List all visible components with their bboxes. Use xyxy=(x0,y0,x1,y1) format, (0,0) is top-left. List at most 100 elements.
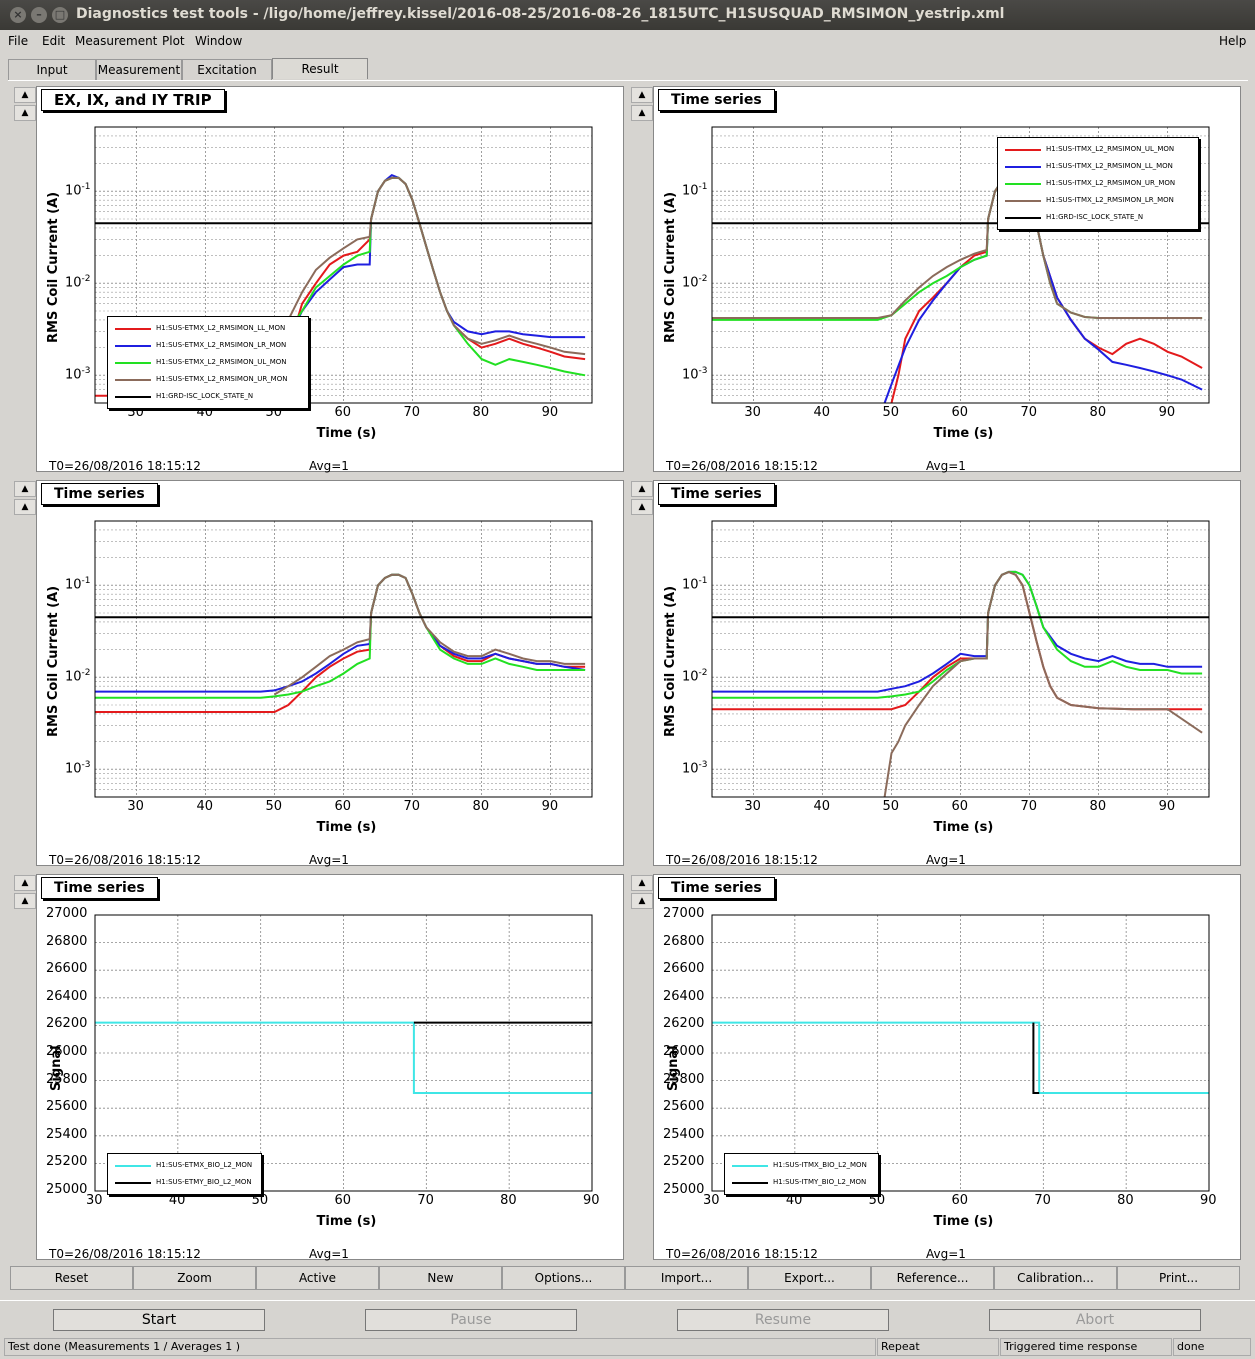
legend-swatch xyxy=(115,396,151,398)
tab-excitation[interactable]: Excitation xyxy=(182,59,272,80)
calibration-button[interactable]: Calibration... xyxy=(994,1266,1117,1290)
menu-edit[interactable]: Edit xyxy=(42,34,66,48)
new-button[interactable]: New xyxy=(379,1266,502,1290)
legend-label: H1:SUS-ITMX_L2_RMSIMON_UL_MON xyxy=(1046,145,1175,153)
x-tick-label: 30 xyxy=(744,799,761,814)
y-tick-label: 26800 xyxy=(663,933,705,949)
reset-button[interactable]: Reset xyxy=(10,1266,133,1290)
legend-swatch xyxy=(115,1182,151,1184)
menu-bar: File Edit Measurement Plot Window Help xyxy=(0,30,1255,54)
menu-help[interactable]: Help xyxy=(1219,34,1247,48)
plot-pad[interactable]: Time series 30 40 50 60 70 80 90 27000 26800 26600… xyxy=(653,874,1241,1261)
chart-svg xyxy=(711,520,1210,798)
legend-swatch xyxy=(732,1165,768,1167)
abort-button[interactable]: Abort xyxy=(989,1309,1201,1331)
maximize-icon[interactable]: □ xyxy=(52,7,68,23)
series-line xyxy=(712,570,1203,693)
chart-svg xyxy=(94,126,593,404)
menu-plot[interactable]: Plot xyxy=(162,34,185,48)
status-bar: Test done (Measurements 1 / Averages 1 )… xyxy=(0,1337,1255,1359)
tick-base: 10 xyxy=(65,183,82,199)
active-button[interactable]: Active xyxy=(256,1266,379,1290)
tab-result[interactable]: Result xyxy=(272,58,368,79)
x-tick-label: 90 xyxy=(1200,1193,1217,1208)
legend-label: H1:SUS-ETMX_L2_RMSIMON_UR_MON xyxy=(156,375,288,383)
pad-up-button[interactable]: ▲ xyxy=(631,481,653,497)
pad-up-button[interactable]: ▲ xyxy=(14,875,36,891)
tick-exponent: -1 xyxy=(81,576,91,587)
y-tick-label: 25800 xyxy=(46,1071,88,1087)
pad-up-button[interactable]: ▲ xyxy=(14,481,36,497)
zoom-button[interactable]: Zoom xyxy=(133,1266,256,1290)
series-line xyxy=(712,570,1203,699)
x-tick-label: 50 xyxy=(868,1193,886,1208)
x-axis-label: Time (s) xyxy=(316,1214,377,1229)
legend-entry: H1:SUS-ETMX_BIO_L2_MON xyxy=(108,1157,261,1174)
legend-label: H1:SUS-ETMX_L2_RMSIMON_LL_MON xyxy=(156,324,286,332)
x-axis-label: Time (s) xyxy=(933,820,994,835)
plot-pad[interactable]: EX, IX, and IY TRIP 30 40 50 60 70 80 90 10-1 10-… xyxy=(36,86,624,473)
print-button[interactable]: Print... xyxy=(1117,1266,1240,1290)
plot-pad[interactable]: Time series 30 40 50 60 70 80 90 10-1 10-2 10-3 Tim… xyxy=(653,86,1241,473)
export-button[interactable]: Export... xyxy=(748,1266,871,1290)
status-test-type: Triggered time response xyxy=(1000,1338,1172,1356)
pad-down-button[interactable]: ▲ xyxy=(631,499,653,515)
x-tick-label: 80 xyxy=(1089,405,1107,420)
plot-pad[interactable]: Time series 30 40 50 60 70 80 90 10-1 10-2 10-3 Tim… xyxy=(653,480,1241,1197)
y-tick-label: 27000 xyxy=(46,906,88,921)
pad-up-button[interactable]: ▲ xyxy=(631,87,653,103)
x-tick-label: 90 xyxy=(541,405,559,420)
plot-pad[interactable]: Time series 30 40 50 60 70 80 90 27000 26800 26600… xyxy=(36,874,624,1261)
legend-swatch xyxy=(115,362,151,364)
tick-exponent: -1 xyxy=(81,182,91,193)
tab-bar: Input Measurement Excitation Result xyxy=(8,58,1248,80)
y-tick-label: 25400 xyxy=(663,1126,705,1142)
reference-button[interactable]: Reference... xyxy=(871,1266,994,1290)
pad-down-button[interactable]: ▲ xyxy=(14,893,36,909)
import-button[interactable]: Import... xyxy=(625,1266,748,1290)
tab-measurement[interactable]: Measurement xyxy=(96,59,182,80)
pad-down-button[interactable]: ▲ xyxy=(14,499,36,515)
y-tick-label: 26000 xyxy=(663,1044,705,1059)
legend-label: H1:SUS-ETMX_BIO_L2_MON xyxy=(156,1161,253,1169)
options-button[interactable]: Options... xyxy=(502,1266,625,1290)
window-title: Diagnostics test tools - /ligo/home/jeff… xyxy=(76,6,1005,22)
menu-measurement[interactable]: Measurement xyxy=(75,34,158,48)
chart-svg xyxy=(94,520,593,798)
resume-button[interactable]: Resume xyxy=(677,1309,889,1331)
menu-file[interactable]: File xyxy=(8,34,29,48)
minimize-icon[interactable]: – xyxy=(31,7,47,23)
t0-label: T0=26/08/2016 18:15:12 xyxy=(666,853,818,867)
x-tick-label: 70 xyxy=(1020,799,1038,814)
close-icon[interactable]: × xyxy=(10,7,26,23)
tab-input[interactable]: Input xyxy=(8,59,96,80)
x-axis-label: Time (s) xyxy=(316,820,377,835)
pad-up-button[interactable]: ▲ xyxy=(14,87,36,103)
start-button[interactable]: Start xyxy=(53,1309,265,1331)
y-tick-label: 26400 xyxy=(46,988,88,1004)
legend-swatch xyxy=(732,1182,768,1184)
x-tick-label: 60 xyxy=(951,1193,969,1208)
pad-down-button[interactable]: ▲ xyxy=(14,105,36,121)
series-line xyxy=(273,573,586,696)
pause-button[interactable]: Pause xyxy=(365,1309,577,1331)
y-tick-label: 10-1 xyxy=(682,182,708,198)
series-line xyxy=(95,1021,592,1094)
pad-down-button[interactable]: ▲ xyxy=(631,105,653,121)
y-tick-label: 10-2 xyxy=(682,668,708,684)
pad-down-button[interactable]: ▲ xyxy=(631,893,653,909)
plot-pad[interactable]: Time series 30 40 50 60 70 80 90 10-1 10-2 10-3 Tim… xyxy=(36,480,624,1197)
x-axis-label: Time (s) xyxy=(933,426,994,441)
x-tick-label: 90 xyxy=(1158,405,1176,420)
pad-up-button[interactable]: ▲ xyxy=(631,875,653,891)
plot-area: ▲ ▲ EX, IX, and IY TRIP 30 40 50 60 70 80 90 10-1 1… xyxy=(8,80,1248,1263)
legend-entry: H1:SUS-ITMX_L2_RMSIMON_UR_MON xyxy=(998,175,1198,192)
legend-entry: H1:SUS-ITMX_L2_RMSIMON_LR_MON xyxy=(998,192,1198,209)
pad-title: Time series xyxy=(41,483,158,505)
y-tick-label: 25600 xyxy=(46,1099,88,1115)
x-tick-label: 40 xyxy=(813,799,830,814)
x-tick-label: 50 xyxy=(882,405,900,420)
legend-label: H1:SUS-ITMX_L2_RMSIMON_UR_MON xyxy=(1046,179,1176,187)
menu-window[interactable]: Window xyxy=(195,34,243,48)
tick-base: 10 xyxy=(682,577,699,593)
